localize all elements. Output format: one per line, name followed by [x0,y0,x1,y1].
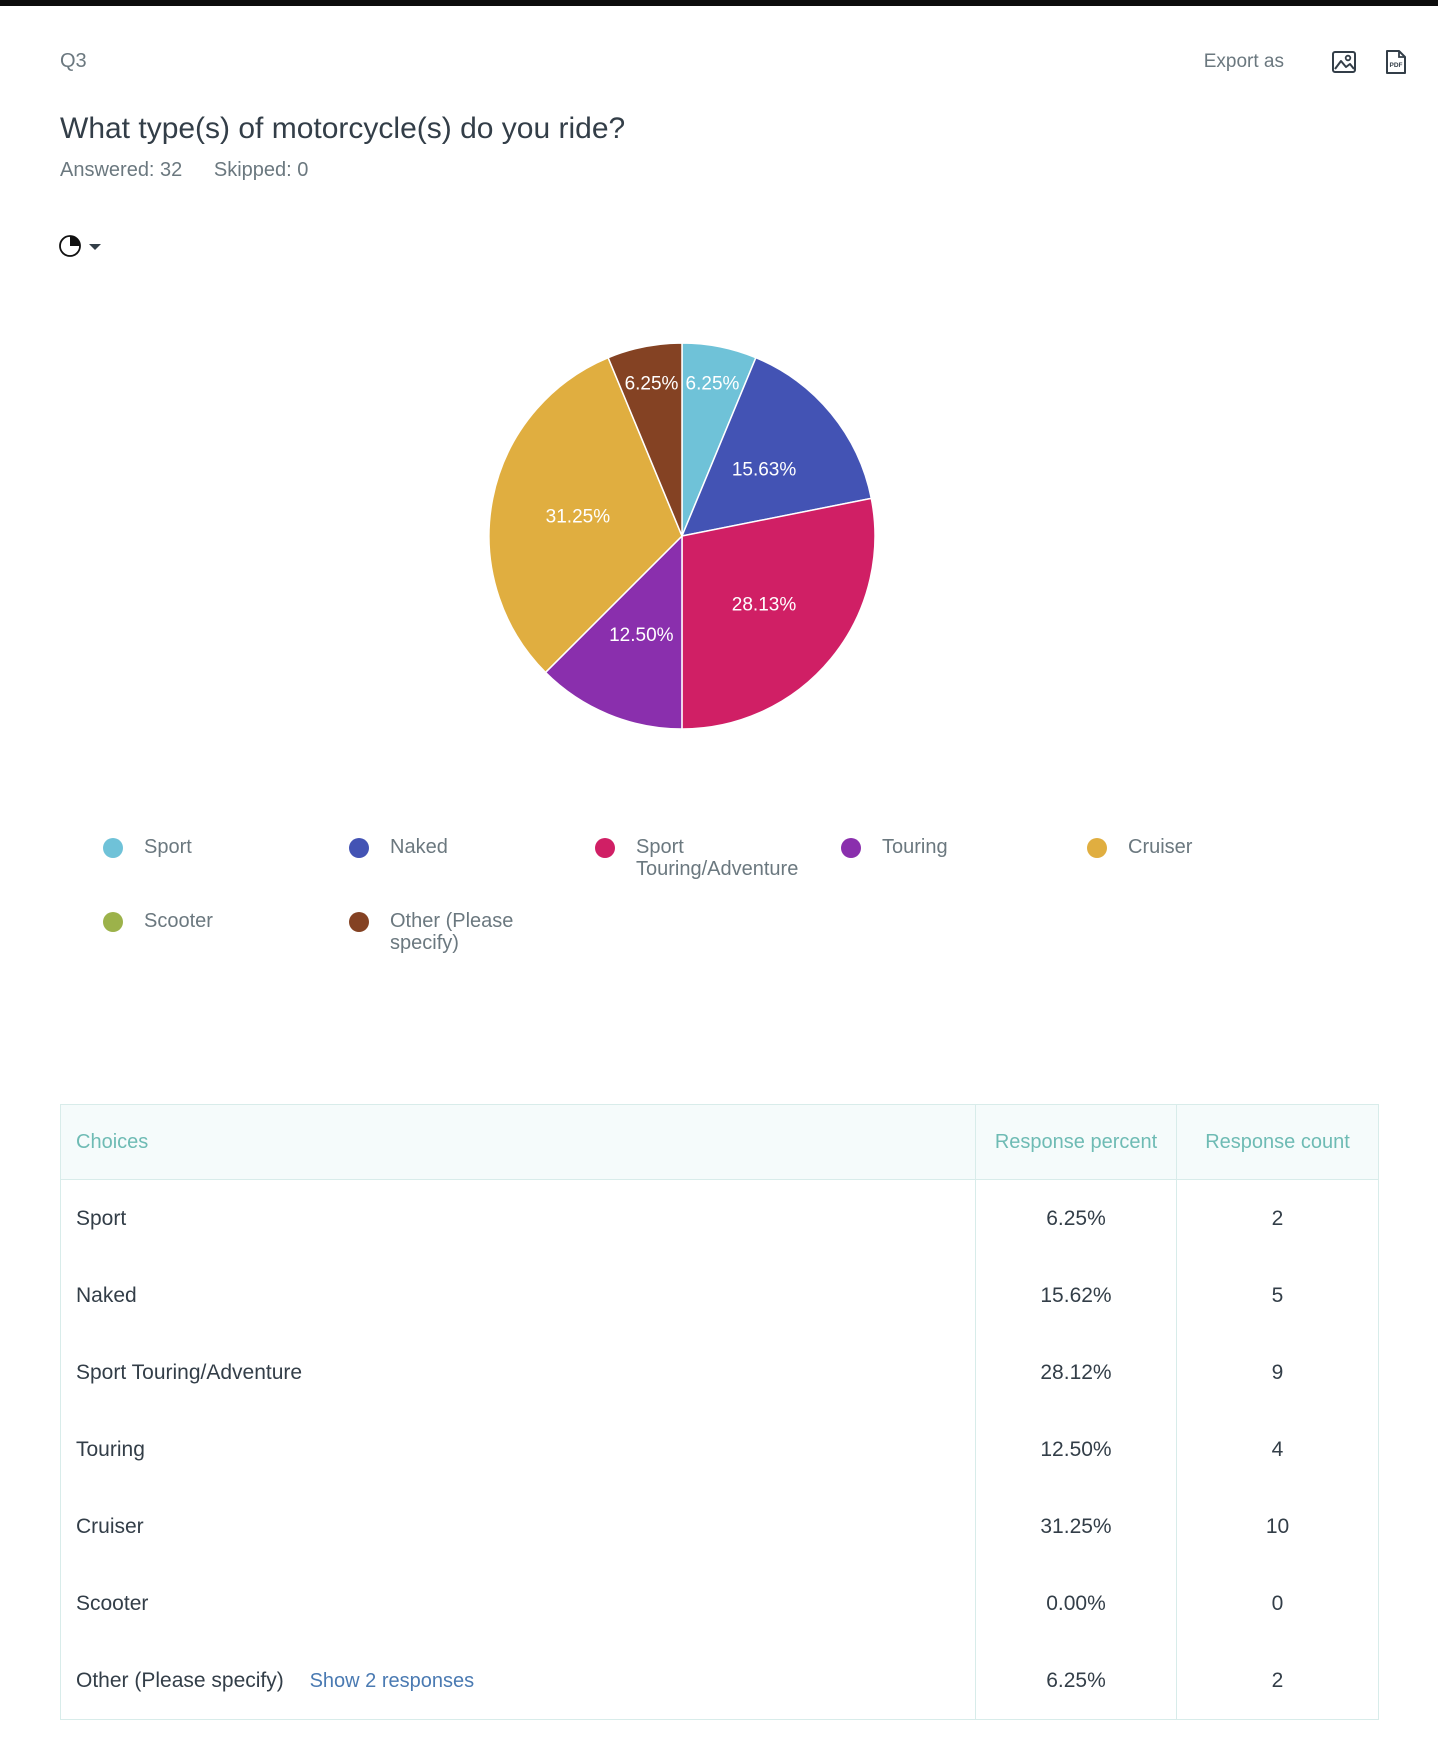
count-cell: 2 [1176,1179,1378,1257]
pie-data-label: 15.63% [732,460,797,481]
header-response-count: Response count [1176,1105,1378,1180]
choice-cell: Scooter [76,1591,149,1615]
pie-chart: 6.25% 15.63% 28.13% 12.50% 31.25% 6.25% [488,342,876,730]
percent-cell: 12.50% [975,1411,1177,1488]
response-stats: Answered: 32 Skipped: 0 [60,159,334,182]
count-cell: 2 [1176,1642,1378,1719]
choice-cell: Sport Touring/Adventure [76,1360,303,1384]
show-responses-link[interactable]: Show 2 responses [309,1669,475,1692]
export-toolbar: Export as PDF [1204,48,1410,76]
choice-cell: Naked [76,1283,137,1307]
answered-count: Answered: 32 [60,159,183,181]
pdf-icon-text: PDF [1390,62,1403,69]
table-row: Sport Touring/Adventure 28.12% 9 [61,1334,1378,1411]
pie-slice-naked [680,356,873,538]
image-icon[interactable] [1330,48,1358,76]
count-cell: 10 [1176,1488,1378,1565]
pie-slice-cruiser [488,356,683,674]
header-choices: Choices [61,1105,976,1180]
question-number: Q3 [60,50,87,72]
caret-down-icon [86,240,104,258]
choice-label: Other (Please specify) [76,1668,284,1692]
pie-data-label: 12.50% [609,625,674,646]
percent-cell: 0.00% [975,1565,1177,1642]
skipped-count: Skipped: 0 [213,159,309,181]
table-row: Cruiser 31.25% 10 [61,1488,1378,1565]
percent-cell: 6.25% [975,1642,1177,1719]
percent-cell: 31.25% [975,1488,1177,1565]
percent-cell: 28.12% [975,1334,1177,1411]
count-cell: 0 [1176,1565,1378,1642]
table-row: Touring 12.50% 4 [61,1411,1378,1488]
table-row: Naked 15.62% 5 [61,1257,1378,1334]
percent-cell: 6.25% [975,1179,1177,1257]
table-row: Other (Please specify) Show 2 responses … [61,1642,1378,1719]
count-cell: 9 [1176,1334,1378,1411]
table-header-row: Choices Response percent Response count [61,1105,1378,1180]
count-cell: 5 [1176,1257,1378,1334]
pie-slice-sport-touring-adventure [681,497,876,730]
table-row: Scooter 0.00% 0 [61,1565,1378,1642]
pie-chart-icon [58,232,86,265]
question-title: What type(s) of motorcycle(s) do you rid… [60,112,626,145]
results-table: Choices Response percent Response count … [60,1104,1379,1720]
choice-cell: Cruiser [76,1514,144,1538]
export-label: Export as [1203,51,1284,72]
pdf-icon[interactable]: PDF [1382,48,1410,76]
choice-cell: Sport [76,1206,127,1230]
choice-cell: Touring [76,1437,145,1461]
percent-cell: 15.62% [975,1257,1177,1334]
top-bar [0,0,1438,6]
pie-slice-touring [544,534,683,730]
header-response-percent: Response percent [975,1105,1177,1180]
pie-data-label: 6.25% [686,374,740,395]
pie-data-label: 6.25% [625,374,679,395]
choice-cell: Other (Please specify) Show 2 responses [61,1642,976,1719]
pie-slice-other-please-specify [607,342,683,537]
table-row: Sport 6.25% 2 [61,1179,1378,1257]
count-cell: 4 [1176,1411,1378,1488]
chart-type-selector[interactable] [58,232,104,265]
pie-data-label: 28.13% [732,594,797,615]
pie-data-label: 31.25% [546,506,611,527]
